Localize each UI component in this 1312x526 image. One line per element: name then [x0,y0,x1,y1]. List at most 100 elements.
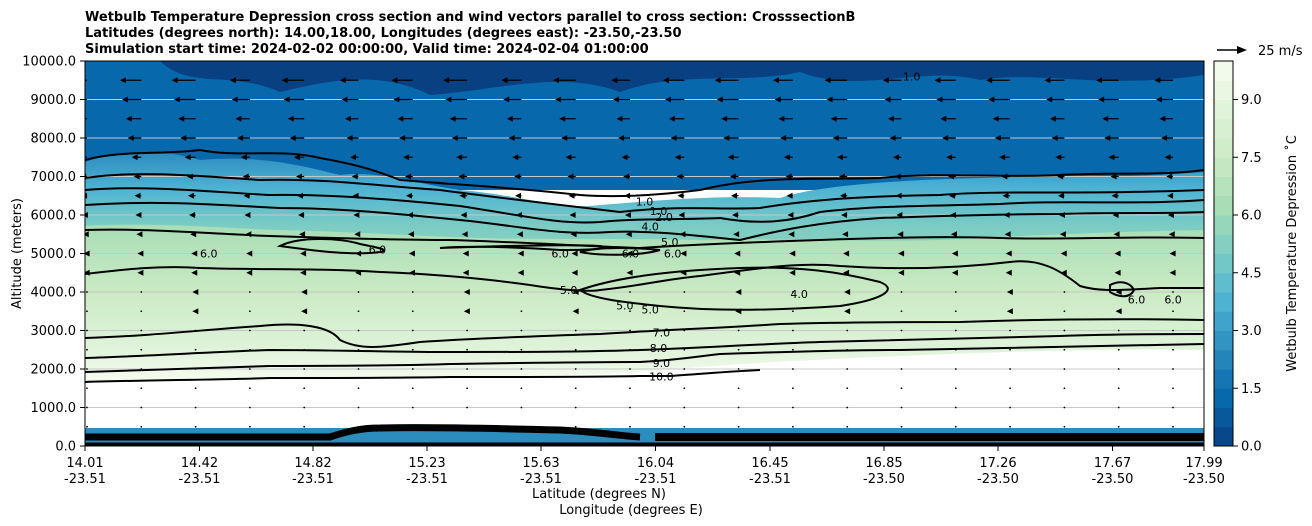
wind-vector [249,310,251,313]
wind-vector [411,329,414,332]
wind-vector-head [341,96,348,103]
wind-vector [86,368,88,370]
wind-vector-head [443,77,450,84]
wind-vector [357,348,360,351]
wind-vector-head [189,212,196,218]
contour-line [85,148,1204,198]
x-tick-label-lat: 14.42 [181,456,218,471]
wind-vector-head [131,154,138,161]
wind-vector [1172,310,1174,313]
wind-vector-head [300,269,307,276]
wind-vector-head [942,135,949,141]
wind-vector-head [624,192,631,199]
wind-vector [683,406,686,409]
wind-vector [683,387,686,390]
wind-vector-head [517,250,524,257]
wind-vector-head [393,96,400,103]
wind-vector-head [68,77,74,83]
contour-line [85,187,1204,224]
wind-vector [1117,348,1120,351]
wind-vector-head [950,231,957,238]
wind-vector [629,368,631,370]
wind-vector [900,310,903,313]
wind-vector-head [191,250,198,257]
wind-vector [411,310,414,313]
wind-vector-head [844,289,851,295]
wind-vector [194,406,197,409]
wind-vector [629,291,631,293]
wind-vector-head [571,269,578,276]
wind-vector-head [133,173,140,180]
wind-vector [1172,406,1174,409]
colorbar-tick-label: 6.0 [1241,209,1262,224]
wind-vector-head [565,154,572,161]
wind-vector [411,291,414,293]
wind-vector [357,368,360,370]
wind-vector-head [830,115,837,122]
wind-vector [466,387,468,390]
wind-vector-head [134,192,141,199]
wind-vector [411,406,414,409]
wind-vector [792,291,794,293]
wind-vector [574,387,577,390]
wind-vector-head [734,269,741,276]
wind-vector-head [192,308,199,315]
wind-vector [466,406,468,409]
wind-vector [954,310,957,313]
colorbar-band [1214,99,1233,120]
wind-vector-head [844,308,851,315]
wind-vector [411,368,414,370]
y-tick-label: 8000.0 [31,132,77,147]
wind-vector [574,368,577,370]
wind-vector-head [462,269,469,276]
wind-vector-head [994,135,1001,141]
wind-vector-head [1167,212,1174,218]
colorbar-band [1214,118,1233,139]
wind-vector [574,406,577,409]
wind-vector-head [1111,192,1118,199]
wind-vector-head [352,192,359,199]
x-axis: 14.01-23.5114.42-23.5114.82-23.5115.23-2… [64,446,1225,487]
wind-vector [249,291,251,293]
wind-vector-head [300,250,307,257]
contour-label: 5.0 [616,299,634,312]
wind-vector [1009,387,1011,390]
colorbar-tick-label: 4.5 [1241,266,1262,281]
wind-vector [574,425,577,428]
wind-vector-head [354,231,361,238]
wind-vector-head [788,231,795,238]
wind-vector-head [986,77,993,84]
x-tick-label-lat: 14.01 [66,456,103,471]
wind-vector-head [567,173,574,180]
wind-vector-head [391,77,398,84]
wind-vector-head [783,154,790,161]
contour-line [85,369,761,383]
colorbar-band [1214,215,1233,235]
wind-vector-head [178,115,185,122]
surface-contour [85,424,641,441]
x-tick-label-lon: -23.51 [520,472,562,487]
x-tick-label-lat: 17.67 [1094,456,1131,471]
wind-vector-head [458,173,465,180]
wind-vector [683,348,686,351]
wind-vector [900,329,903,332]
wind-vector [846,387,849,390]
wind-vector [1172,329,1174,332]
wind-vector-head [1161,135,1168,141]
wind-vector [846,406,849,409]
wind-vector [792,329,794,332]
wind-vector [1009,425,1011,428]
wind-vector-head [889,135,896,141]
contour-line [579,247,661,256]
wind-vector [357,329,360,332]
wind-vector [737,329,740,332]
wind-vector-head [296,192,303,199]
wind-vector [1117,368,1120,370]
wind-vector-head [734,250,741,257]
wind-vector-head [1164,154,1171,161]
wind-vector [900,368,903,370]
wind-vector-head [1166,173,1173,180]
colorbar-band [1214,80,1233,100]
wind-vector-head [789,269,796,276]
chart-title-line-2: Latitudes (degrees north): 14.00,18.00, … [85,26,682,41]
